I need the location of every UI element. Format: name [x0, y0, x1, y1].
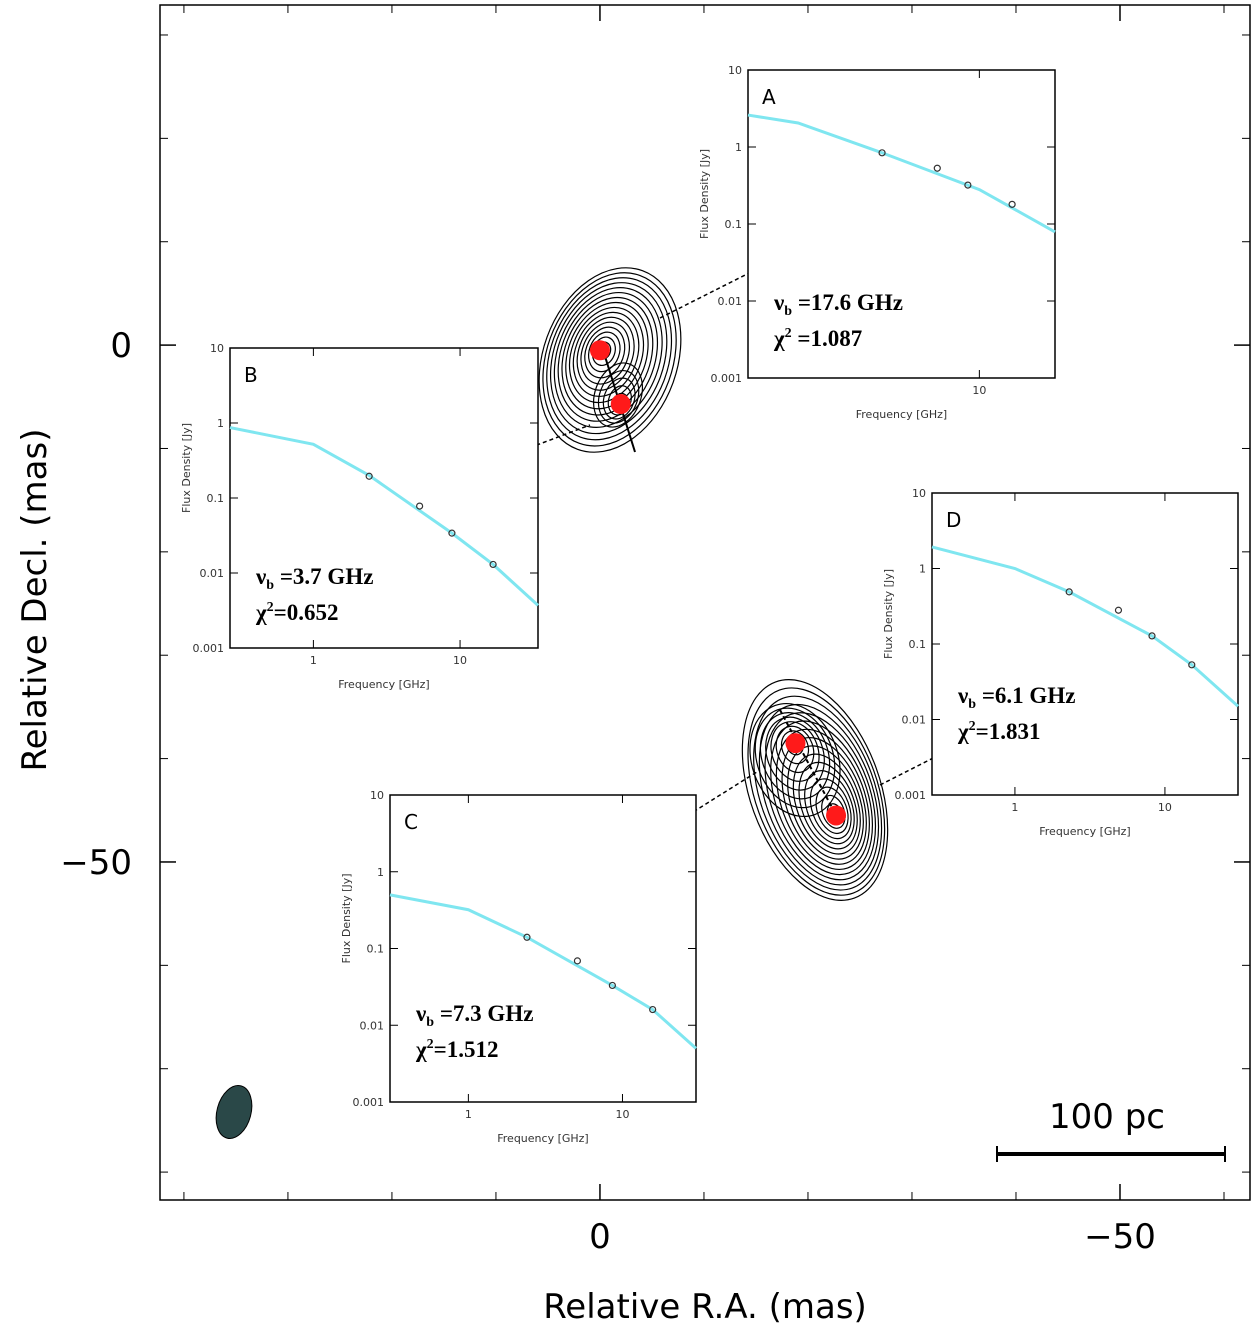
y-tick-label: 0.1: [725, 218, 743, 231]
value-text: =0.652: [274, 600, 339, 625]
y-tick-label: 0.001: [895, 789, 927, 802]
x-tick-label: 1: [310, 654, 317, 667]
symbol: χ: [255, 600, 267, 625]
y-axis-title: Relative Decl. (mas): [15, 429, 55, 772]
value-text: =1.087: [792, 326, 863, 351]
figure: 100 pc 0 −50 0 −50 Relative R.A. (mas) Relati…: [0, 0, 1255, 1332]
symbol: χ: [415, 1037, 427, 1062]
x-tick-label: 10: [453, 654, 467, 667]
subscript: b: [266, 578, 274, 593]
x-axis-title: Frequency [GHz]: [1039, 825, 1130, 838]
y-tick-label: 0.001: [353, 1096, 385, 1109]
inset: 1 10 10 1 0.1 0.01 0.001 Frequency [GHz] Flux De…: [882, 487, 1238, 838]
superscript: 2: [267, 600, 274, 615]
y-tick-label: 1: [377, 866, 384, 879]
component: [611, 394, 631, 414]
value-text: =17.6 GHz: [792, 290, 903, 315]
y-tick-label: 1: [217, 417, 224, 430]
value-text: =6.1 GHz: [976, 683, 1075, 708]
x-axis-title: Frequency [GHz]: [856, 408, 947, 421]
x-tick-label: 10: [615, 1108, 629, 1121]
inset: 10 10 1 0.1 0.01 0.001 Frequency [GHz] Flux Den…: [698, 64, 1055, 421]
x-tick-label: 1: [1011, 801, 1018, 814]
symbol: ν: [255, 564, 266, 589]
scale-label: 100 pc: [1049, 1097, 1165, 1137]
y-tick-label: 0.01: [200, 567, 225, 580]
y-tick-label: 0.001: [193, 642, 225, 655]
x-tick-label: 10: [972, 384, 986, 397]
value-text: =1.512: [434, 1037, 499, 1062]
y-tick-label: 0.1: [207, 492, 225, 505]
subscript: b: [426, 1015, 434, 1030]
value-text: =7.3 GHz: [434, 1001, 533, 1026]
superscript: 2: [427, 1037, 434, 1052]
value-text: =1.831: [976, 719, 1041, 744]
y-axis-title: Flux Density [Jy]: [180, 423, 193, 513]
component: [785, 733, 805, 753]
y-tick-label: 0.1: [367, 943, 385, 956]
component: [826, 805, 846, 825]
symbol: ν: [415, 1001, 426, 1026]
x-axis-title: Frequency [GHz]: [497, 1132, 588, 1145]
y-axis-title: Flux Density [Jy]: [340, 873, 353, 963]
y-tick-label: 0.1: [909, 638, 927, 651]
subscript: b: [968, 697, 976, 712]
y-tick-label: 0.01: [360, 1019, 385, 1032]
inset-label: A: [762, 85, 776, 109]
y-axis-title: Flux Density [Jy]: [882, 569, 895, 659]
symbol: ν: [957, 683, 968, 708]
y-axis-title: Flux Density [Jy]: [698, 149, 711, 239]
x-tick-label: 0: [589, 1217, 611, 1257]
y-tick-label: 0.001: [711, 372, 743, 385]
x-tick-label: 1: [465, 1108, 472, 1121]
x-axis-title: Relative R.A. (mas): [543, 1287, 867, 1327]
x-axis-title: Frequency [GHz]: [338, 678, 429, 691]
y-tick-label: 10: [728, 64, 742, 77]
inset-label: B: [244, 363, 258, 387]
subscript: b: [784, 304, 792, 319]
superscript: 2: [969, 719, 976, 734]
y-tick-label: −50: [60, 843, 132, 883]
inset: 1 10 10 1 0.1 0.01 0.001 Frequency [GHz] Flux De…: [180, 342, 538, 691]
y-tick-label: 10: [370, 789, 384, 802]
inset-label: D: [946, 508, 961, 532]
x-tick-label: −50: [1084, 1217, 1156, 1257]
y-tick-label: 0: [110, 326, 132, 366]
y-tick-label: 1: [919, 563, 926, 576]
inset: 1 10 10 1 0.1 0.01 0.001 Frequency [GHz] Flux De…: [340, 789, 696, 1145]
symbol: χ: [773, 326, 785, 351]
value-text: =3.7 GHz: [274, 564, 373, 589]
y-tick-label: 0.01: [718, 295, 743, 308]
y-tick-label: 1: [735, 141, 742, 154]
y-tick-label: 0.01: [902, 714, 927, 727]
superscript: 2: [785, 326, 792, 341]
component: [590, 340, 610, 360]
x-tick-label: 10: [1158, 801, 1172, 814]
inset-label: C: [404, 810, 418, 834]
inset-frame: [932, 493, 1238, 795]
symbol: ν: [773, 290, 784, 315]
y-tick-label: 10: [912, 487, 926, 500]
break-frequency: νb =17.6 GHz: [773, 290, 903, 319]
y-tick-label: 10: [210, 342, 224, 355]
symbol: χ: [957, 719, 969, 744]
